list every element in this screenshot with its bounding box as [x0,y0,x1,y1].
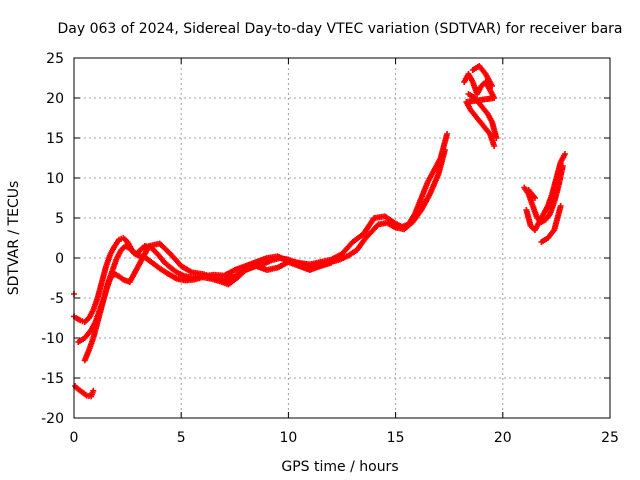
data-point [493,135,500,141]
y-tick-label: -15 [41,371,64,387]
data-point [489,83,496,89]
data-point [328,259,335,266]
series-6 [521,151,568,245]
x-tick-label: 10 [279,430,297,446]
y-tick-label: 10 [46,171,64,187]
x-tick-label: 25 [601,430,619,446]
y-tick-label: 25 [46,51,64,67]
y-tick-label: 5 [55,211,64,227]
data-point [441,147,448,153]
chart-title: Day 063 of 2024, Sidereal Day-to-day VTE… [57,21,622,37]
data-point [557,203,564,209]
data-points [71,63,568,400]
data-point [444,131,451,137]
x-tick-label: 15 [387,430,405,446]
data-point [531,195,538,201]
series-3 [81,240,335,364]
x-tick-label: 20 [494,430,512,446]
x-tick-label: 5 [177,430,186,446]
gridlines [74,58,610,418]
y-tick-label: -10 [41,331,64,347]
x-axis-title: GPS time / hours [281,459,398,475]
data-point [491,143,498,149]
plot-frame [73,57,611,419]
y-axis-title: SDTVAR / TECUs [6,181,22,296]
y-tick-label: 15 [46,131,64,147]
y-tick-label: -20 [41,411,64,427]
y-tick-label: 20 [46,91,64,107]
y-tick-label: 0 [55,251,64,267]
series-5 [461,63,500,149]
y-tick-label: -5 [50,291,64,307]
data-point [561,151,568,157]
data-point [90,387,97,394]
axis-ticks: 0 5 10 15 20 25 -20 -15 -10 -5 0 5 10 15 20 25 [41,51,619,446]
x-tick-label: 0 [70,430,79,446]
